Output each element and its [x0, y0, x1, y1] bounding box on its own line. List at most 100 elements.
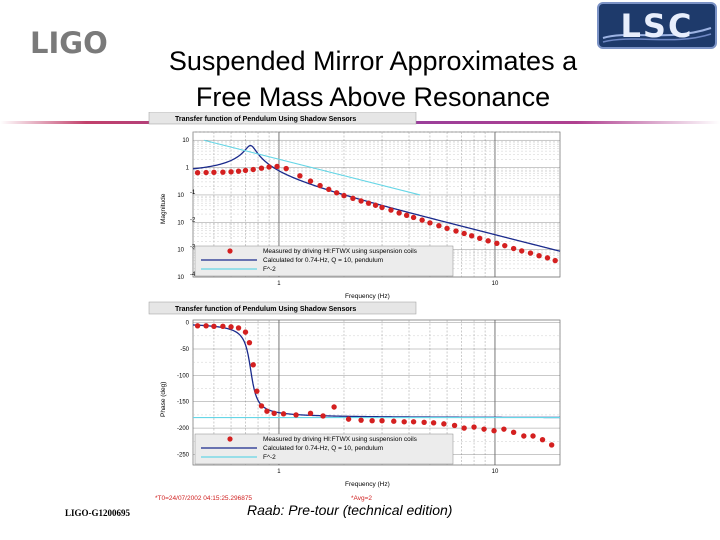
slide-title-line-2: Free Mass Above Resonance [195, 82, 551, 112]
measured-point [548, 442, 555, 448]
measured-point [510, 429, 517, 436]
measured-point [297, 173, 303, 179]
measured-point [441, 421, 447, 427]
measured-point [293, 412, 299, 418]
magnitude-points [194, 163, 558, 264]
phase-points [194, 323, 555, 448]
legend-label-measured: Measured by driving HI:FTWX using suspen… [263, 248, 418, 255]
measured-point [203, 169, 209, 176]
measured-point [410, 214, 417, 221]
measured-point [403, 212, 410, 219]
measured-point [220, 323, 226, 330]
measured-point [358, 198, 364, 204]
magnitude-x-label: Frequency (Hz) [345, 293, 390, 300]
phase-y-label: Phase (deg) [160, 382, 167, 417]
measured-point [258, 403, 265, 409]
measured-point [481, 426, 487, 432]
legend-marker-measured [227, 248, 233, 254]
magnitude-x-tick-label: 1 [277, 281, 281, 287]
lsc-logo: LSC [597, 2, 717, 49]
measured-point [211, 169, 217, 176]
measured-point [544, 255, 551, 261]
magnitude-y-tick-exponent: -2 [190, 217, 196, 223]
fsquared-line [203, 139, 421, 196]
phase-y-tick-label: 0 [186, 321, 190, 327]
measured-point [266, 164, 272, 170]
measured-point [350, 195, 356, 202]
measured-point [510, 245, 517, 252]
magnitude-y-tick-label: 10 [177, 248, 184, 254]
phase-plot-title: Transfer function of Pendulum Using Shad… [175, 306, 356, 313]
phase-x-label: Frequency (Hz) [345, 481, 390, 488]
phase-y-tick-label: -200 [177, 426, 190, 432]
magnitude-y-tick-exponent: -4 [190, 272, 196, 278]
magnitude-plot-title-bar [148, 112, 417, 125]
measured-point [468, 233, 475, 239]
magnitude-y-ticks: 10 1 10 -1 10 -2 10 -3 10 -4 [177, 138, 196, 281]
measured-point [379, 418, 385, 424]
phase-x-tick-label: 1 [277, 469, 281, 475]
measured-point [250, 166, 256, 173]
phase-y-tick-label: -150 [177, 400, 190, 406]
measured-point [436, 223, 442, 229]
legend-label-measured: Measured by driving HI:FTWX using suspen… [263, 436, 418, 443]
measured-point [444, 225, 450, 232]
magnitude-legend: Measured by driving HI:FTWX using suspen… [194, 245, 454, 277]
magnitude-y-tick-label: 10 [177, 193, 184, 199]
measured-point [396, 210, 402, 216]
measured-point [228, 324, 234, 330]
measured-point [317, 182, 323, 189]
measured-point [264, 408, 270, 414]
measured-point [521, 433, 527, 439]
measured-point [379, 204, 385, 211]
timestamp-annotation: *T0=24/07/2002 04:15:25.296875 [155, 495, 252, 502]
magnitude-y-tick-label: 1 [186, 166, 190, 172]
magnitude-y-tick-label: 10 [177, 220, 184, 226]
measured-point [461, 230, 467, 237]
magnitude-y-label: Magnitude [160, 193, 167, 224]
measured-point [501, 426, 507, 432]
measured-point [552, 257, 558, 264]
phase-plot: Transfer function of Pendulum Using Shad… [148, 301, 561, 502]
measured-point [410, 419, 417, 425]
measured-point [485, 238, 491, 244]
lsc-logo-swirl [602, 27, 712, 43]
transfer-function-plots: Transfer function of Pendulum Using Shad… [148, 112, 561, 502]
measured-point [453, 228, 459, 234]
magnitude-x-ticks: 1 10 [277, 281, 499, 287]
measured-point [242, 167, 249, 174]
measured-point [194, 170, 201, 176]
measured-point [333, 190, 340, 196]
measured-point [365, 200, 372, 206]
measured-point [401, 419, 407, 425]
measured-point [331, 404, 337, 410]
magnitude-y-tick-label: 10 [177, 275, 184, 281]
measured-point [307, 410, 314, 417]
ligo-logo: LIGO [30, 26, 108, 60]
measured-point [246, 339, 253, 346]
phase-lines [192, 324, 561, 419]
measured-point [220, 169, 226, 175]
measured-point [228, 169, 234, 175]
phase-y-tick-label: -100 [177, 373, 190, 379]
measured-point [421, 419, 427, 425]
magnitude-y-tick-label: 10 [182, 138, 189, 144]
measured-point [250, 362, 256, 368]
phase-y-tick-label: -250 [177, 452, 190, 458]
measured-point [494, 240, 500, 247]
measured-point [235, 325, 242, 331]
measured-point [307, 178, 314, 184]
slide-title-line-1: Suspended Mirror Approximates a [168, 46, 578, 76]
footer-caption: Raab: Pre-tour (technical edition) [247, 502, 453, 518]
measured-point [527, 250, 534, 256]
magnitude-legend-box [194, 245, 454, 277]
measured-point [451, 422, 458, 429]
phase-legend: Measured by driving HI:FTWX using suspen… [194, 433, 454, 465]
measured-point [358, 417, 364, 423]
measured-point [194, 323, 201, 329]
measured-point [530, 433, 536, 439]
measured-point [254, 388, 260, 394]
measured-point [502, 242, 508, 249]
measured-point [369, 418, 375, 424]
legend-marker-measured [227, 436, 233, 442]
